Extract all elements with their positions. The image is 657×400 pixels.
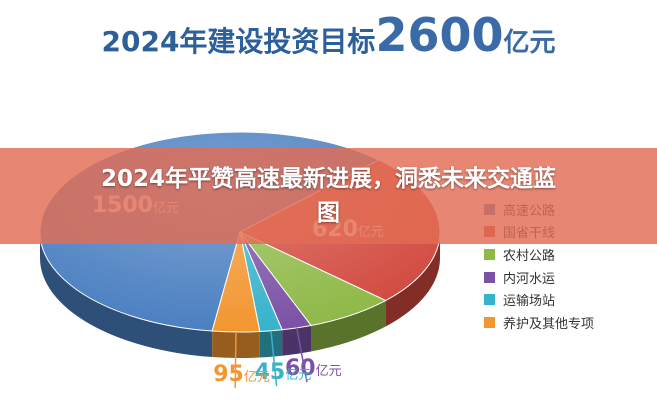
headline-banner: 2024年平赞高速最新进展，洞悉未来交通蓝图: [0, 148, 657, 244]
slice-label-maintenance: 95亿元: [213, 361, 270, 387]
headline-text: 2024年平赞高速最新进展，洞悉未来交通蓝图: [100, 166, 556, 226]
slice-label-unit: 亿元: [243, 369, 270, 385]
pie-wall-rural-road: [311, 300, 386, 352]
leader-line-inland-waterway: [295, 327, 308, 383]
legend-item-maintenance: 养护及其他专项: [484, 311, 594, 334]
leader-line-transport-station: [270, 330, 278, 387]
legend-swatch: [484, 294, 495, 306]
legend-item-transport-station: 运输场站: [484, 288, 594, 311]
pie-wall-inland-waterway: [282, 325, 312, 356]
legend-label: 运输场站: [503, 294, 556, 310]
slice-label-unit: 亿元: [315, 364, 342, 379]
slice-label-transport-station: 45亿元: [255, 362, 312, 384]
chart-title-text: 2024年建设投资目标: [101, 25, 376, 58]
pie-wall-transport-station: [259, 329, 283, 358]
legend-item-rural-road: 农村公路: [484, 243, 594, 266]
pie-wall-trunk-road: [385, 232, 440, 327]
slice-label-unit: 亿元: [285, 368, 312, 384]
legend-label: 内河水运: [503, 271, 556, 287]
slice-label-inland-waterway: 60亿元: [285, 358, 342, 380]
slice-label-value: 60: [284, 356, 316, 381]
leader-line-maintenance: [234, 331, 237, 388]
legend-item-inland-waterway: 内河水运: [484, 266, 594, 289]
pie-leaders: [234, 327, 308, 388]
legend-swatch: [484, 316, 495, 328]
legend-swatch: [484, 271, 495, 283]
slice-label-value: 45: [254, 360, 286, 386]
legend-label: 养护及其他专项: [503, 316, 595, 332]
chart-title-unit: 亿元: [503, 28, 556, 58]
legend-label: 农村公路: [503, 248, 556, 264]
legend-swatch: [484, 248, 495, 260]
chart-title-total: 2600: [375, 8, 504, 62]
slice-label-value: 95: [213, 361, 244, 387]
chart-title: 2024年建设投资目标2600亿元: [0, 8, 657, 62]
